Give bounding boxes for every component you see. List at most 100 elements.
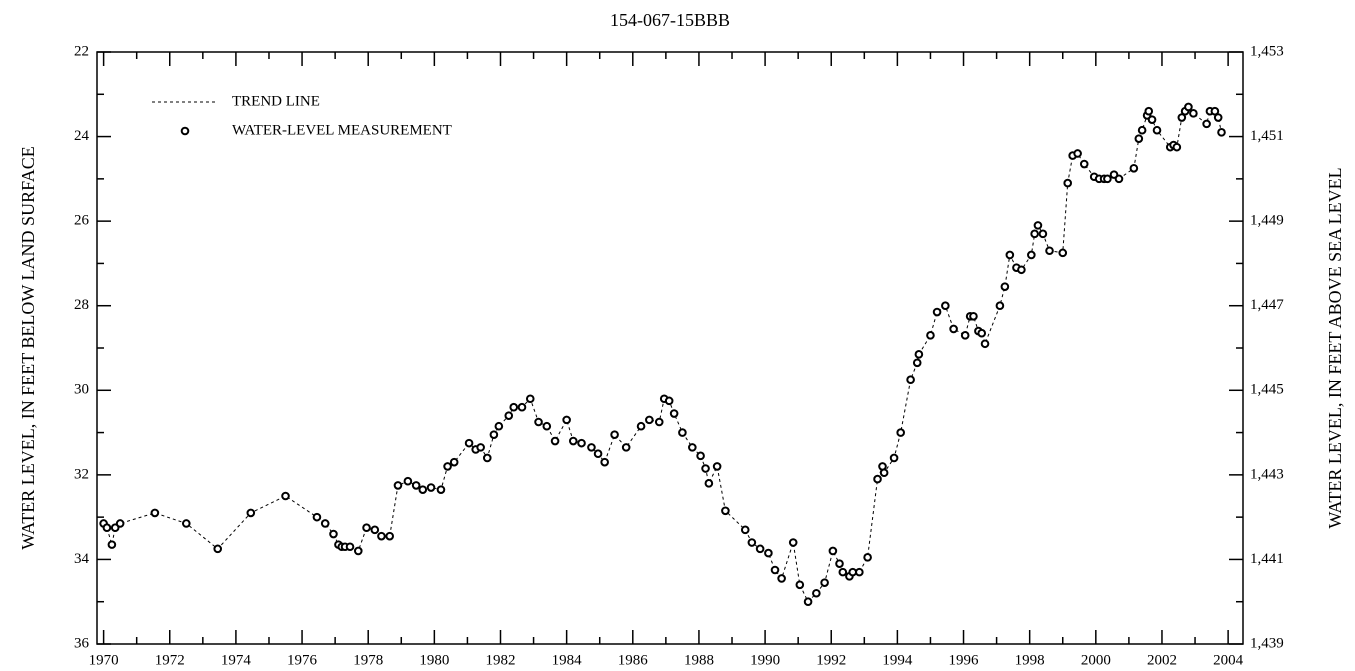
- measurement-point: [449, 457, 459, 467]
- measurement-point: [385, 531, 395, 541]
- measurement-point: [1129, 163, 1139, 173]
- measurement-point: [795, 580, 805, 590]
- measurement-point: [664, 396, 674, 406]
- measurement-point: [482, 453, 492, 463]
- measurement-point: [912, 358, 922, 368]
- measurement-point: [1038, 229, 1048, 239]
- measurement-point: [525, 394, 535, 404]
- measurement-point: [828, 546, 838, 556]
- y2-tick-label: 1,439: [1250, 635, 1284, 651]
- measurement-point: [1017, 265, 1026, 275]
- x-tick-label: 1978: [353, 652, 383, 668]
- measurement-point: [329, 529, 338, 539]
- y2-tick-label: 1,447: [1250, 297, 1284, 313]
- measurement-point: [494, 421, 504, 431]
- x-tick-label: 1976: [287, 652, 318, 668]
- y-tick-label: 22: [74, 43, 89, 59]
- x-tick-label: 1984: [552, 652, 583, 668]
- y-tick-label: 24: [74, 128, 90, 144]
- measurement-point: [838, 567, 848, 577]
- measurement-point: [855, 567, 864, 577]
- measurement-point: [1189, 109, 1198, 118]
- y-tick-label: 28: [74, 297, 89, 313]
- measurement-point: [281, 491, 290, 501]
- measurement-point: [669, 409, 679, 418]
- y2-tick-label: 1,451: [1250, 128, 1284, 144]
- measurement-point: [1172, 142, 1182, 152]
- y-tick-label: 32: [74, 466, 89, 482]
- x-tick-label: 1990: [750, 652, 780, 668]
- measurement-point: [577, 438, 586, 448]
- measurement-point: [1030, 229, 1039, 239]
- measurement-point: [418, 485, 428, 494]
- y-tick-label: 36: [74, 635, 90, 651]
- x-tick-label: 2004: [1213, 652, 1244, 668]
- measurement-point: [995, 301, 1005, 311]
- measurement-point: [312, 512, 322, 522]
- measurement-point: [803, 597, 813, 607]
- measurement-point: [721, 506, 730, 516]
- measurement-point: [102, 523, 112, 533]
- measurement-point: [654, 417, 664, 427]
- measurement-point: [1137, 125, 1147, 135]
- measurement-point: [436, 485, 446, 494]
- measurement-point: [426, 483, 436, 492]
- legend-label: WATER-LEVEL MEASUREMENT: [232, 122, 452, 138]
- measurement-point: [320, 519, 330, 528]
- y2-tick-label: 1,453: [1250, 43, 1284, 59]
- measurement-point: [353, 546, 363, 556]
- measurement-point: [960, 331, 970, 340]
- measurement-point: [1045, 246, 1054, 256]
- measurement-point: [1213, 113, 1223, 122]
- measurement-point: [812, 588, 821, 598]
- measurement-point: [932, 307, 942, 317]
- y2-tick-label: 1,445: [1250, 382, 1284, 398]
- y-tick-label: 26: [74, 213, 90, 229]
- measurement-point: [1103, 174, 1112, 184]
- x-tick-label: 1998: [1015, 652, 1045, 668]
- measurement-point: [980, 339, 990, 349]
- measurement-point: [1033, 221, 1043, 230]
- measurement-point: [701, 464, 710, 473]
- measurement-point: [1217, 128, 1226, 137]
- measurement-point: [926, 331, 935, 340]
- y2-tick-label: 1,441: [1250, 551, 1284, 567]
- measurement-point: [1134, 134, 1144, 143]
- measurement-point: [542, 421, 552, 431]
- measurement-point: [1147, 115, 1157, 124]
- x-tick-label: 1996: [949, 652, 980, 668]
- measurement-point: [949, 324, 958, 334]
- measurement-point: [977, 328, 987, 338]
- measurement-point: [621, 443, 631, 452]
- trend-line: [103, 106, 1222, 603]
- x-tick-label: 1994: [882, 652, 913, 668]
- measurement-point: [213, 544, 223, 554]
- measurement-point: [645, 415, 654, 425]
- measurement-point: [593, 449, 603, 459]
- measurement-point: [1202, 119, 1211, 129]
- measurement-point: [755, 544, 765, 554]
- measurement-point: [906, 375, 915, 385]
- measurement-point: [848, 567, 858, 577]
- measurement-point: [1184, 102, 1193, 112]
- measurement-point: [600, 457, 609, 467]
- y-tick-label: 34: [74, 551, 90, 567]
- measurement-point: [1114, 174, 1124, 184]
- legend-point-swatch: [180, 126, 190, 136]
- measurement-point: [115, 519, 125, 528]
- measurement-point: [879, 468, 889, 478]
- measurement-point: [1152, 125, 1162, 135]
- x-tick-label: 1974: [221, 652, 252, 668]
- measurement-point: [777, 574, 786, 583]
- y-tick-label: 30: [74, 382, 89, 398]
- measurement-point: [896, 428, 905, 437]
- measurement-point: [107, 540, 117, 549]
- measurement-point: [704, 479, 714, 488]
- measurement-point: [504, 411, 514, 420]
- y2-axis-label: WATER LEVEL, IN FEET ABOVE SEA LEVEL: [1325, 167, 1345, 528]
- x-tick-label: 1988: [684, 652, 714, 668]
- x-tick-label: 1982: [485, 652, 515, 668]
- measurement-point: [345, 542, 355, 552]
- measurement-point: [509, 402, 519, 412]
